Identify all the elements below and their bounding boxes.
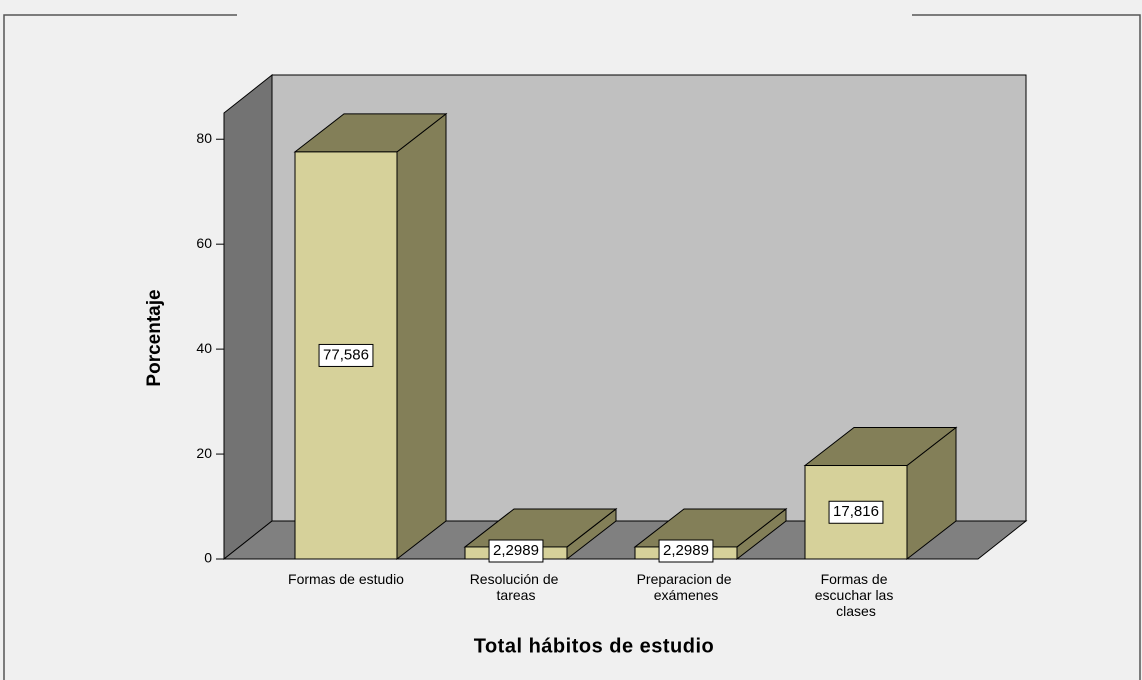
x-tick-label: Formas de escuchar las clases	[815, 571, 897, 619]
side-wall	[223, 73, 273, 561]
frame	[912, 14, 1141, 680]
x-axis-title: Total hábitos de estudio	[474, 635, 715, 657]
value-label: 77,586	[323, 346, 369, 363]
y-tick-label: 60	[196, 235, 212, 251]
value-label: 2,2989	[493, 542, 539, 559]
y-tick-label: 0	[204, 550, 212, 566]
value-label-box	[658, 539, 714, 563]
x-tick-label: Preparacion de exámenes	[637, 571, 736, 603]
y-tick-label: 20	[196, 445, 212, 461]
value-label-box	[488, 539, 544, 563]
y-tick-label: 80	[196, 130, 212, 146]
value-label: 17,816	[833, 503, 879, 520]
value-label: 2,2989	[663, 542, 709, 559]
y-axis-title: Porcentaje	[144, 289, 165, 386]
value-label-box	[318, 343, 374, 367]
bar	[293, 112, 448, 561]
bar-side	[396, 112, 447, 561]
frame	[3, 14, 237, 680]
y-tick-label: 40	[196, 340, 212, 356]
x-tick-label: Formas de estudio	[288, 571, 404, 587]
value-label-box	[828, 500, 884, 524]
x-tick-label: Resolución de tareas	[470, 571, 563, 603]
